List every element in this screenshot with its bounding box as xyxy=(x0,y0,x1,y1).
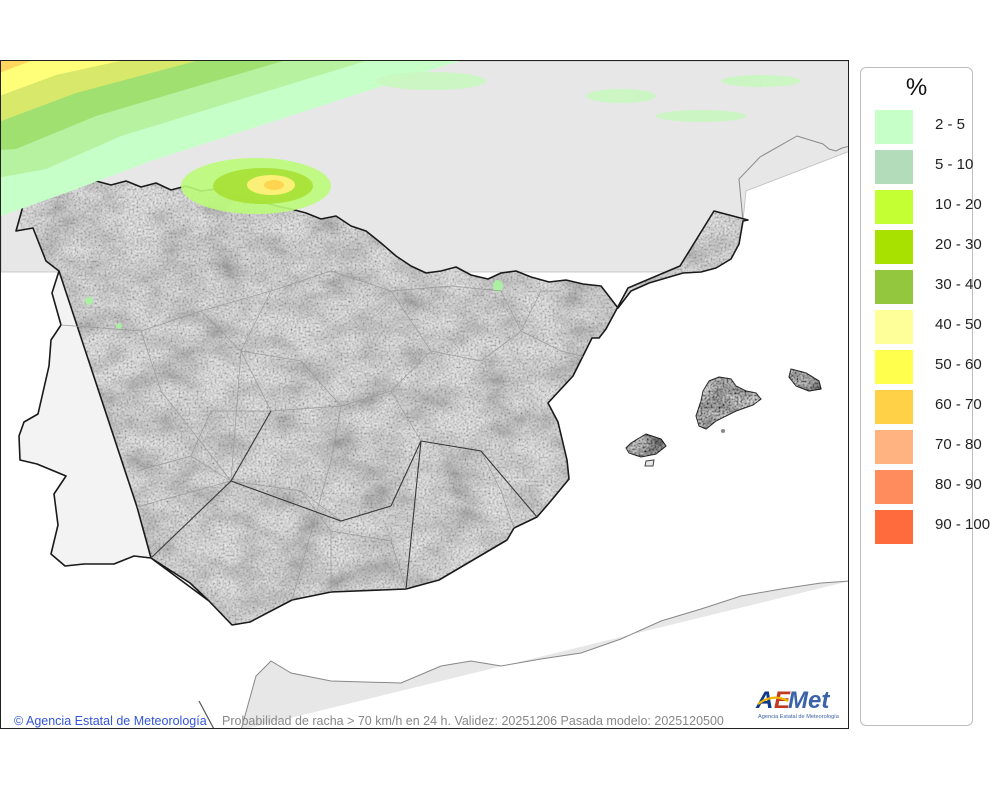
svg-text:Agencia Estatal de Meteorologí: Agencia Estatal de Meteorología xyxy=(758,714,840,720)
svg-text:Met: Met xyxy=(788,687,830,714)
